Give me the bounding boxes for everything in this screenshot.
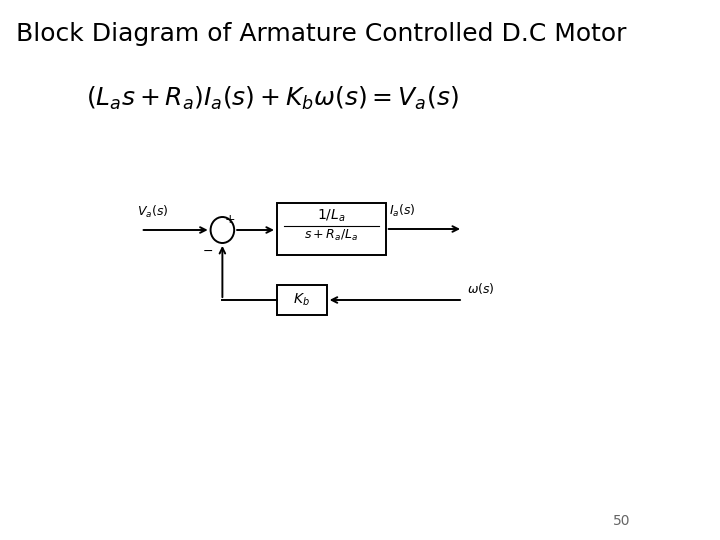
Text: $\left(L_a s + R_a \right)I_a(s) + K_b\omega(s) = V_a(s)$: $\left(L_a s + R_a \right)I_a(s) + K_b\o… [86,85,459,112]
Text: $K_b$: $K_b$ [294,292,310,308]
Text: +: + [225,213,235,226]
Text: $-$: $-$ [202,244,212,257]
Bar [277,203,386,255]
Text: $V_a(s)$: $V_a(s)$ [137,204,168,220]
Text: $\omega(s)$: $\omega(s)$ [467,281,495,296]
Text: $I_a(s)$: $I_a(s)$ [390,203,416,219]
Bar [277,285,327,315]
Text: $1/L_a$: $1/L_a$ [317,207,346,224]
Text: Block Diagram of Armature Controlled D.C Motor: Block Diagram of Armature Controlled D.C… [17,22,627,46]
Text: 50: 50 [613,514,631,528]
Text: $s + R_a/L_a$: $s + R_a/L_a$ [305,228,359,243]
